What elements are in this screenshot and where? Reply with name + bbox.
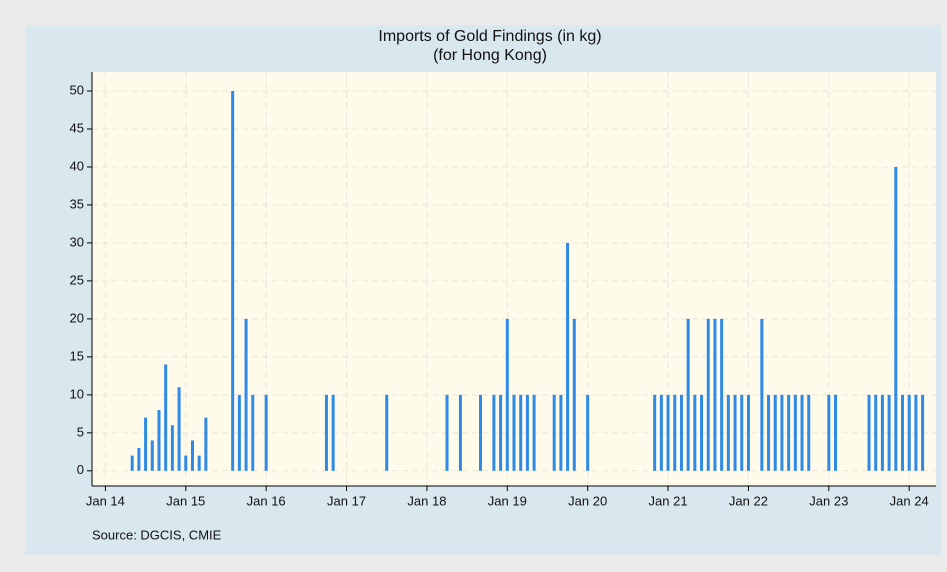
bar [505, 318, 509, 471]
bar [170, 425, 174, 471]
bar [760, 318, 764, 471]
x-tick-label: Jan 15 [166, 493, 205, 508]
bar [324, 394, 328, 471]
y-tick-label: 50 [70, 82, 84, 97]
bar [713, 318, 717, 471]
bar [907, 394, 911, 471]
bar [190, 440, 194, 471]
bar [445, 394, 449, 471]
y-tick-label: 0 [77, 462, 84, 477]
bar [807, 394, 811, 471]
bar [720, 318, 724, 471]
bar [331, 394, 335, 471]
x-tick-label: Jan 16 [247, 493, 286, 508]
bar [137, 448, 141, 471]
bar [150, 440, 154, 471]
bar [746, 394, 750, 471]
bar [492, 394, 496, 471]
y-tick-label: 10 [70, 386, 84, 401]
bar [706, 318, 710, 471]
chart-subtitle: (for Hong Kong) [433, 47, 547, 64]
bar [874, 394, 878, 471]
bar [586, 394, 590, 471]
bar [512, 394, 516, 471]
bar [693, 394, 697, 471]
bar [177, 387, 181, 471]
bar [572, 318, 576, 471]
bar [700, 394, 704, 471]
bar [385, 394, 389, 471]
bar [532, 394, 536, 471]
bar [787, 394, 791, 471]
bar [740, 394, 744, 471]
bar [566, 242, 570, 471]
bar [827, 394, 831, 471]
bar [800, 394, 804, 471]
marks [130, 90, 925, 471]
y-tick-label: 20 [70, 310, 84, 325]
bar [780, 394, 784, 471]
bar [726, 394, 730, 471]
bar [894, 166, 898, 471]
bar [251, 394, 255, 471]
y-tick-label: 40 [70, 158, 84, 173]
bar [479, 394, 483, 471]
bar [867, 394, 871, 471]
bar [921, 394, 925, 471]
bar [264, 394, 268, 471]
bar [130, 455, 134, 471]
x-tick-label: Jan 22 [729, 493, 768, 508]
bar [237, 394, 241, 471]
x-tick-label: Jan 19 [488, 493, 527, 508]
bar [231, 90, 235, 471]
bar [914, 394, 918, 471]
bar [887, 394, 891, 471]
x-tick-label: Jan 23 [809, 493, 848, 508]
bar [525, 394, 529, 471]
y-tick-label: 15 [70, 348, 84, 363]
bar [157, 410, 161, 471]
bar [184, 455, 188, 471]
y-tick-label: 25 [70, 272, 84, 287]
bar [653, 394, 657, 471]
x-tick-label: Jan 17 [327, 493, 366, 508]
bar [880, 394, 884, 471]
x-tick-label: Jan 18 [407, 493, 446, 508]
bar [144, 417, 148, 471]
bar [666, 394, 670, 471]
bar [559, 394, 563, 471]
x-tick-label: Jan 21 [649, 493, 688, 508]
y-tick-label: 30 [70, 234, 84, 249]
bar [659, 394, 663, 471]
bar [673, 394, 677, 471]
bar [519, 394, 523, 471]
x-tick-label: Jan 24 [890, 493, 929, 508]
bar [901, 394, 905, 471]
y-tick-label: 35 [70, 196, 84, 211]
bar [244, 318, 248, 471]
bar [773, 394, 777, 471]
bar [834, 394, 838, 471]
bar [733, 394, 737, 471]
bar [793, 394, 797, 471]
bar [767, 394, 771, 471]
bar [164, 364, 168, 471]
bar [499, 394, 503, 471]
bar [679, 394, 683, 471]
bar [204, 417, 208, 471]
y-tick-label: 45 [70, 120, 84, 135]
bar [197, 455, 201, 471]
bar [552, 394, 556, 471]
chart-title: Imports of Gold Findings (in kg) [378, 28, 601, 45]
bar [458, 394, 462, 471]
y-tick-label: 5 [77, 424, 84, 439]
source-note: Source: DGCIS, CMIE [92, 527, 222, 542]
x-tick-label: Jan 14 [86, 493, 125, 508]
x-tick-label: Jan 20 [568, 493, 607, 508]
bar [686, 318, 690, 471]
